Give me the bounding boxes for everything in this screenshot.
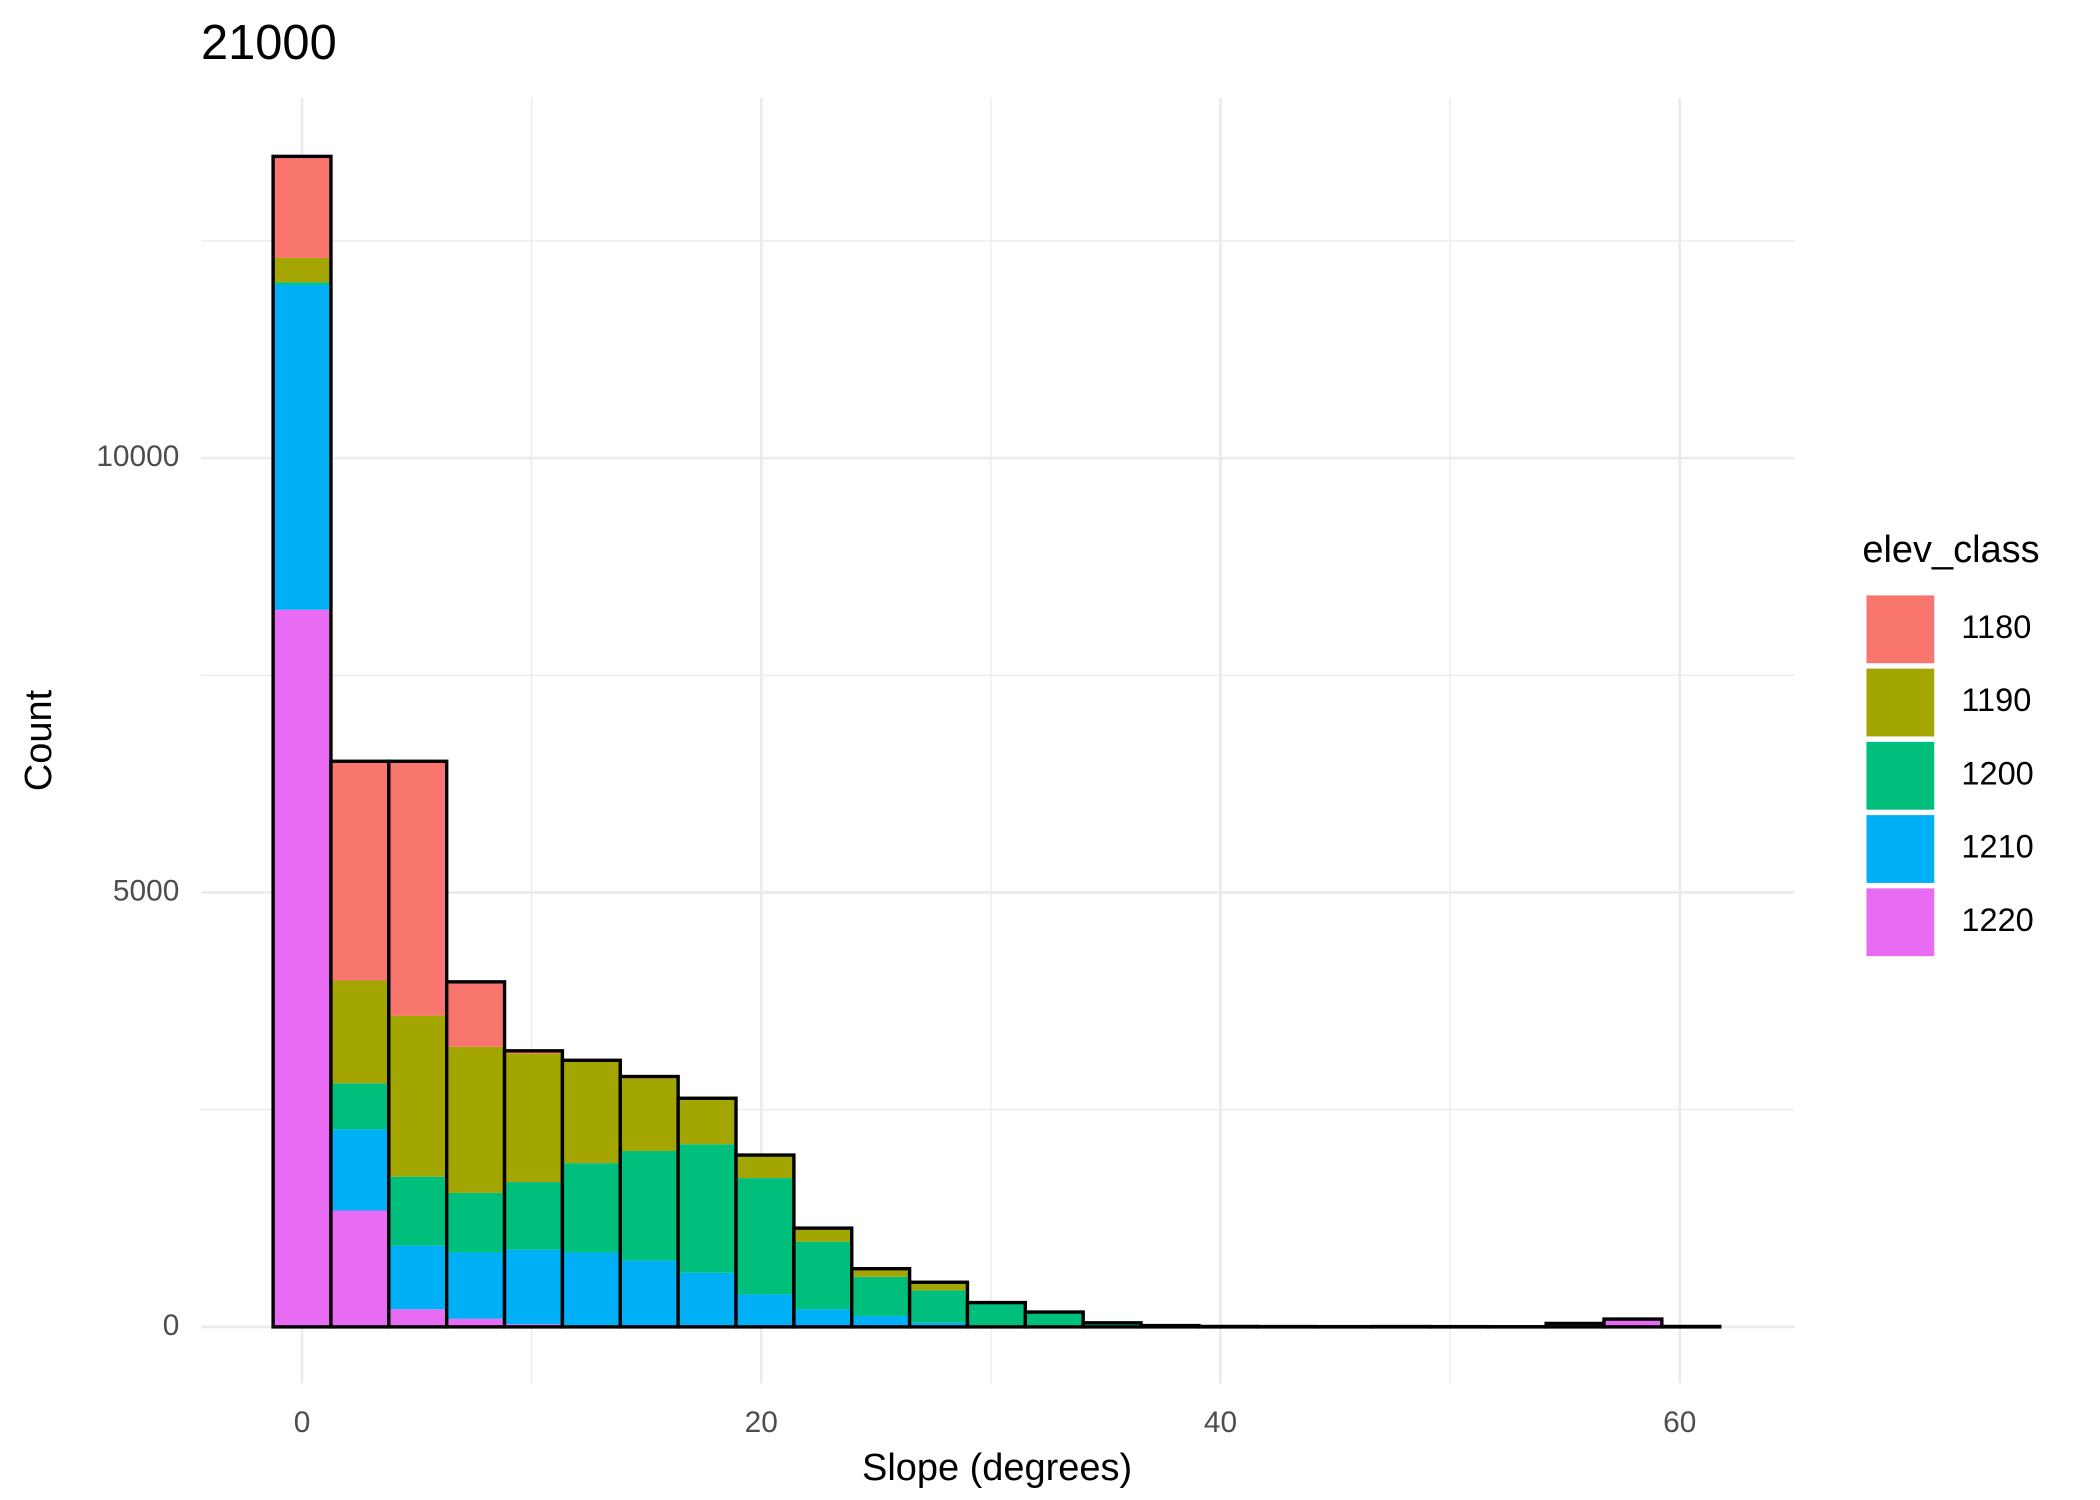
bar-segment bbox=[330, 1083, 389, 1130]
bar-segment bbox=[273, 156, 331, 258]
bar-segment bbox=[273, 282, 331, 285]
bar-segment bbox=[446, 1046, 505, 1193]
bar-segment bbox=[1083, 1322, 1142, 1327]
bar-outline bbox=[1602, 1317, 1664, 1329]
bar-segment bbox=[1025, 1312, 1084, 1327]
bar-segment bbox=[446, 1252, 505, 1319]
legend-key bbox=[1866, 668, 1935, 737]
bar-segment bbox=[446, 1318, 505, 1327]
bar-segment bbox=[793, 1228, 852, 1242]
legend-key bbox=[1866, 888, 1935, 957]
bar-outline bbox=[271, 154, 333, 1329]
bar-segment bbox=[446, 981, 505, 1047]
bar-segment bbox=[504, 1249, 563, 1325]
legend-key bbox=[1866, 595, 1935, 664]
legend-label: 1210 bbox=[1961, 829, 2033, 865]
bar-segment bbox=[562, 1252, 621, 1326]
bar-segment bbox=[388, 1245, 447, 1310]
chart-title: 21000 bbox=[201, 16, 337, 70]
bar-segment bbox=[793, 1309, 852, 1327]
legend-key bbox=[1866, 741, 1935, 810]
legend-title: elev_class bbox=[1862, 529, 2039, 571]
bar-segment bbox=[504, 1182, 563, 1250]
x-axis-title: Slope (degrees) bbox=[862, 1447, 1132, 1489]
bar-segment bbox=[388, 1015, 447, 1177]
bar-segment bbox=[967, 1302, 1026, 1327]
bar-segment bbox=[678, 1144, 737, 1273]
bar-segment bbox=[1603, 1319, 1662, 1327]
bar-segment bbox=[620, 1150, 679, 1261]
bar-outline bbox=[1023, 1310, 1085, 1329]
bar-segment bbox=[909, 1282, 968, 1291]
bar-segment bbox=[273, 284, 331, 610]
x-tick-label: 60 bbox=[1663, 1406, 1696, 1439]
legend-label: 1200 bbox=[1961, 755, 2033, 791]
y-axis-title: Count bbox=[18, 689, 60, 791]
legend-key bbox=[1866, 815, 1935, 883]
bar-segment bbox=[330, 761, 389, 981]
bar-segment bbox=[330, 980, 389, 1084]
bar-segment bbox=[446, 1192, 505, 1253]
bar-segment bbox=[388, 761, 447, 1016]
y-tick-label: 0 bbox=[163, 1309, 180, 1342]
y-tick-label: 10000 bbox=[96, 440, 179, 473]
legend-label: 1180 bbox=[1961, 609, 2031, 645]
bar-segment bbox=[678, 1272, 737, 1327]
bar-segment bbox=[330, 1129, 389, 1211]
bar-segment bbox=[504, 1053, 563, 1183]
x-tick-label: 0 bbox=[294, 1406, 311, 1439]
bar-segment bbox=[909, 1290, 968, 1323]
legend-label: 1220 bbox=[1961, 902, 2033, 938]
y-tick-label: 5000 bbox=[113, 874, 179, 907]
bar-outline bbox=[1139, 1323, 1201, 1329]
bar-segment bbox=[736, 1294, 794, 1327]
legend-label: 1190 bbox=[1961, 682, 2031, 718]
bar-segment bbox=[388, 1309, 447, 1327]
bar-segment bbox=[562, 1163, 621, 1253]
bar-segment bbox=[793, 1241, 852, 1310]
bar-segment bbox=[909, 1322, 968, 1327]
bar-segment bbox=[273, 257, 331, 283]
bar-segment bbox=[388, 1176, 447, 1246]
bar-segment bbox=[620, 1260, 679, 1327]
bar-segment bbox=[736, 1155, 794, 1179]
bar-segment bbox=[620, 1078, 679, 1151]
bar-segment bbox=[851, 1316, 910, 1327]
x-tick-label: 20 bbox=[745, 1406, 778, 1439]
x-tick-label: 40 bbox=[1204, 1406, 1237, 1439]
bar-segment bbox=[851, 1276, 910, 1317]
bar-segment bbox=[273, 609, 331, 1327]
bar-segment bbox=[330, 1210, 389, 1327]
bar-segment bbox=[562, 1061, 621, 1164]
bar-segment bbox=[678, 1098, 737, 1145]
bar-segment bbox=[851, 1268, 910, 1277]
bar-segment bbox=[1546, 1323, 1604, 1327]
bar-segment bbox=[736, 1178, 794, 1295]
